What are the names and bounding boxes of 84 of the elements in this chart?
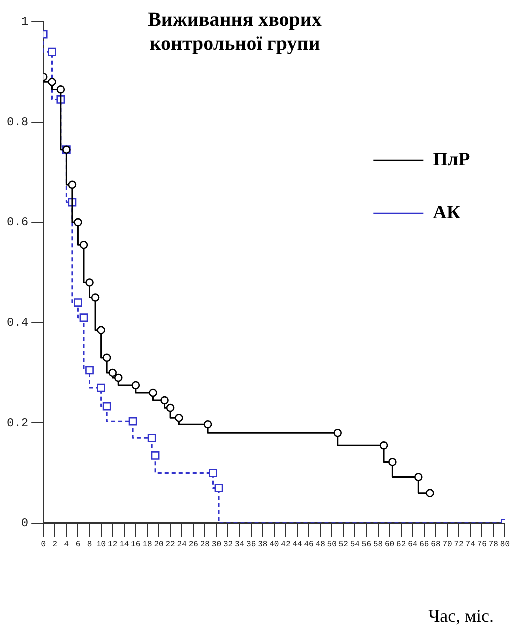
x-tick-label: 80: [500, 540, 510, 550]
x-tick-label: 74: [466, 540, 476, 550]
point: [426, 489, 434, 498]
x-tick-label: 24: [177, 540, 188, 550]
x-tick-label: 68: [431, 540, 441, 550]
x-tick-label: 58: [373, 540, 384, 550]
x-tick-label: 48: [316, 540, 326, 550]
point: [80, 240, 88, 250]
x-tick-label: 18: [142, 540, 152, 550]
point: [380, 442, 388, 450]
x-tick-label: 52: [338, 540, 349, 550]
x-tick-label: 46: [304, 540, 314, 550]
point: [148, 434, 156, 442]
x-tick-label: 72: [454, 540, 464, 550]
y-tick-label: 0.6: [6, 216, 29, 230]
x-tick-label: 0: [41, 540, 46, 550]
point: [91, 294, 100, 302]
x-tick-label: 14: [120, 540, 130, 550]
point: [149, 388, 158, 398]
y-tick-label: 1: [21, 15, 29, 30]
x-tick-label: 22: [166, 540, 176, 550]
x-tick-label: 40: [270, 540, 280, 550]
x-tick-label: 36: [246, 540, 256, 550]
x-tick-label: 30: [212, 540, 222, 550]
y-tick-label: 0: [21, 516, 29, 531]
x-tick-label: 10: [96, 540, 106, 550]
point: [175, 414, 184, 422]
x-tick-label: 34: [234, 540, 245, 550]
point: [388, 458, 397, 466]
point: [128, 417, 138, 426]
x-tick-label: 64: [408, 540, 418, 550]
x-tick-label: 62: [396, 540, 406, 550]
x-tick-label: 78: [488, 540, 499, 550]
x-tick-label: 6: [76, 540, 81, 550]
point: [86, 366, 94, 375]
point: [97, 326, 106, 335]
x-tick-label: 28: [200, 540, 210, 550]
x-tick-label: 12: [108, 540, 118, 550]
y-tick-label: 0.8: [6, 115, 29, 130]
point: [108, 368, 117, 378]
point: [74, 218, 82, 227]
x-tick-label: 70: [442, 540, 452, 550]
point: [48, 48, 56, 56]
legend-label: ПлР: [433, 149, 471, 170]
x-tick-label: 4: [64, 540, 70, 550]
x-tick-label: 20: [154, 540, 164, 550]
point: [97, 384, 106, 392]
point: [214, 484, 224, 492]
point: [160, 396, 169, 405]
x-tick-label: 76: [477, 540, 488, 550]
x-tick-label: 50: [327, 540, 338, 550]
point: [68, 180, 77, 190]
point: [114, 374, 123, 382]
point: [204, 420, 212, 429]
x-tick-label: 42: [281, 540, 291, 550]
x-tick-label: 2: [52, 540, 58, 550]
x-tick-label: 16: [131, 540, 141, 550]
x-tick-label: 32: [223, 540, 234, 550]
point: [102, 402, 112, 411]
point: [86, 278, 94, 287]
point: [334, 429, 342, 438]
point: [151, 452, 160, 460]
point: [48, 78, 56, 86]
point: [132, 381, 140, 390]
x-tick-label: 8: [87, 540, 92, 550]
chart-title: Виживання хворих контрольної групи: [147, 8, 323, 56]
point: [102, 354, 112, 362]
legend-label: АК: [433, 202, 461, 224]
point: [74, 298, 82, 307]
x-tick-label: 26: [188, 540, 199, 550]
x-tick-label: 60: [384, 540, 395, 550]
point: [414, 473, 423, 482]
y-tick-label: 0.4: [6, 316, 29, 330]
x-tick-label: 56: [362, 540, 372, 550]
x-tick-label: 38: [258, 540, 268, 550]
y-tick-label: 0.2: [6, 416, 29, 430]
point: [56, 86, 66, 94]
x-tick-label: 66: [420, 540, 430, 550]
x-axis-title: Час, міс.: [428, 606, 494, 627]
x-tick-label: 44: [292, 540, 302, 550]
x-tick-label: 54: [350, 540, 360, 550]
point: [80, 314, 88, 322]
point: [166, 404, 175, 412]
point: [209, 469, 218, 478]
